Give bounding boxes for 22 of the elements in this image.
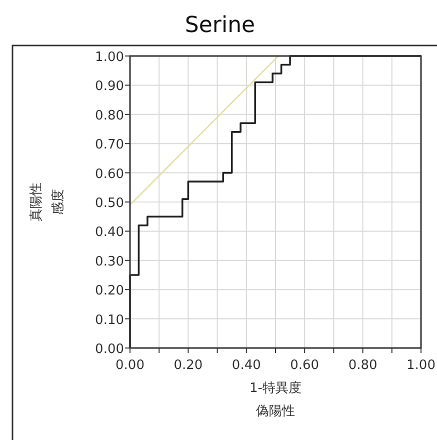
y-tick-label: 1.00 (95, 50, 124, 65)
y-axis-title: 感度 (50, 189, 66, 215)
y-tick-label: 0.40 (95, 225, 124, 240)
y-tick-label: 0.90 (95, 79, 124, 94)
x-tick-label: 0.00 (116, 358, 144, 373)
x-tick-label: 1.00 (406, 358, 436, 373)
y-tick-label: 0.70 (95, 138, 124, 153)
y-tick-label: 0.50 (95, 196, 124, 211)
x-axis-title: 1-特異度 (250, 380, 302, 396)
text: 偽陽性 (256, 404, 295, 419)
y-tick-label: 0.30 (95, 254, 124, 270)
y-tick-label: 0.10 (95, 312, 124, 328)
x-tick-label: 0.60 (290, 358, 320, 373)
text: 真陽性 (29, 182, 44, 222)
x-tick-label: 0.80 (348, 358, 378, 373)
x-tick-label: 0.40 (232, 358, 261, 373)
y-tick-label: 0.20 (95, 284, 124, 299)
x-tick-label: 0.20 (174, 358, 203, 373)
y-tick-label: 0.00 (95, 342, 124, 357)
y-tick-label: 0.60 (95, 166, 124, 182)
y-tick-label: 0.80 (95, 108, 124, 124)
chart-title: Serine (184, 13, 256, 38)
